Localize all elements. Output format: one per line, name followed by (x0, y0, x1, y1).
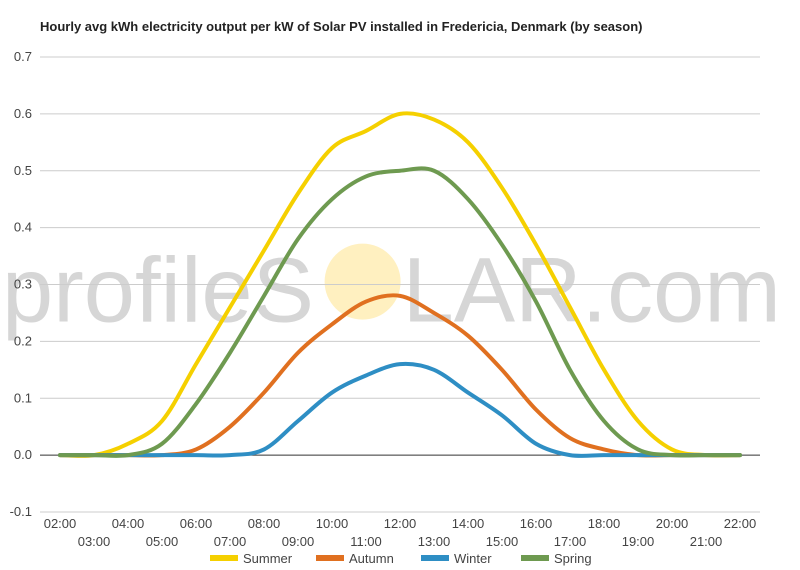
x-tick-label: 13:00 (418, 534, 451, 549)
legend-label-spring: Spring (554, 551, 592, 566)
y-tick-label: 0.7 (14, 49, 32, 64)
x-tick-label: 08:00 (248, 516, 281, 531)
y-tick-label: 0.5 (14, 163, 32, 178)
watermark-sun-icon (324, 243, 401, 320)
x-tick-label: 03:00 (78, 534, 111, 549)
legend-label-autumn: Autumn (349, 551, 394, 566)
x-tick-label: 15:00 (486, 534, 519, 549)
series-line-winter (58, 361, 742, 458)
y-tick-label: 0.3 (14, 277, 32, 292)
watermark: profileS LAR.com (2, 239, 781, 341)
y-tick-label: 0.4 (14, 220, 32, 235)
y-axis-ticks: 0.7 0.6 0.5 0.4 0.3 0.2 0.1 0.0 -0.1 (10, 49, 32, 519)
watermark-text-right: LAR.com (403, 239, 781, 341)
x-tick-label: 22:00 (724, 516, 757, 531)
chart-title: Hourly avg kWh electricity output per kW… (40, 19, 643, 34)
x-tick-label: 16:00 (520, 516, 553, 531)
x-tick-label: 06:00 (180, 516, 213, 531)
x-tick-label: 04:00 (112, 516, 145, 531)
gridlines (40, 56, 760, 513)
series-line-spring (58, 166, 742, 458)
y-tick-label: 0.6 (14, 106, 32, 121)
x-tick-label: 11:00 (350, 534, 382, 549)
y-tick-label: -0.1 (10, 504, 32, 519)
x-tick-label: 19:00 (622, 534, 655, 549)
legend-swatch-autumn (316, 555, 344, 561)
series-line-summer (58, 111, 742, 458)
x-tick-label: 12:00 (384, 516, 417, 531)
y-tick-label: 0.0 (14, 447, 32, 462)
x-tick-label: 05:00 (146, 534, 179, 549)
x-tick-label: 07:00 (214, 534, 247, 549)
x-tick-label: 02:00 (44, 516, 77, 531)
series-lines (58, 111, 742, 458)
legend-swatch-winter (421, 555, 449, 561)
x-tick-label: 14:00 (452, 516, 485, 531)
y-tick-label: 0.1 (14, 390, 32, 405)
legend-swatch-spring (521, 555, 549, 561)
x-tick-label: 10:00 (316, 516, 349, 531)
legend: Summer Autumn Winter Spring (210, 551, 592, 566)
legend-label-summer: Summer (243, 551, 293, 566)
x-tick-label: 17:00 (554, 534, 587, 549)
x-tick-label: 18:00 (588, 516, 621, 531)
x-axis-ticks: 02:0003:0004:0005:0006:0007:0008:0009:00… (44, 516, 757, 549)
legend-label-winter: Winter (454, 551, 492, 566)
x-tick-label: 21:00 (690, 534, 723, 549)
y-tick-label: 0.2 (14, 333, 32, 348)
legend-swatch-summer (210, 555, 238, 561)
x-tick-label: 20:00 (656, 516, 689, 531)
x-tick-label: 09:00 (282, 534, 315, 549)
